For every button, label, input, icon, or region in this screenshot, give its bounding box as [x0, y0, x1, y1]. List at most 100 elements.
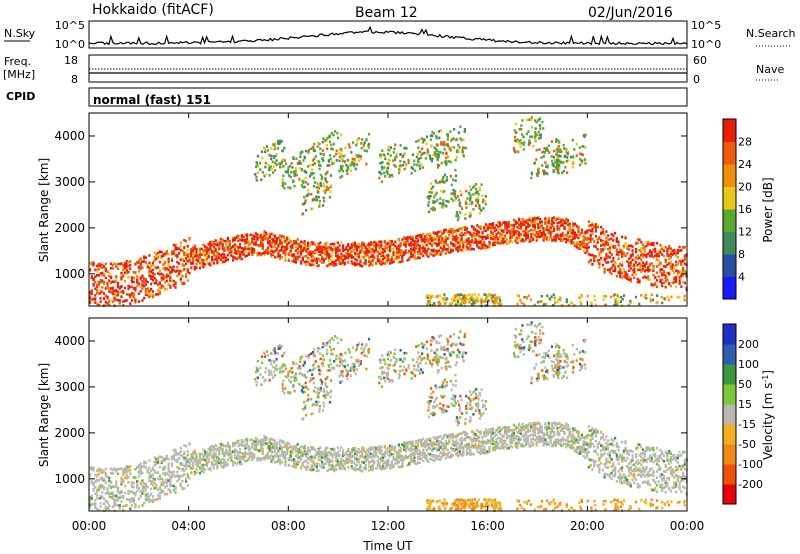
power-cell: [512, 218, 516, 222]
velocity-cell: [162, 482, 165, 486]
power-cell: [313, 149, 316, 152]
power-cell: [202, 260, 205, 264]
power-cell: [443, 228, 446, 232]
power-cell: [214, 243, 217, 246]
power-cell: [401, 163, 405, 167]
power-cell: [404, 249, 407, 253]
power-cell: [319, 152, 322, 156]
power-cell: [428, 300, 431, 304]
velocity-cell: [183, 456, 186, 460]
power-cell: [429, 247, 432, 251]
velocity-cell: [157, 477, 160, 480]
power-cell: [397, 250, 400, 254]
velocity-cell: [148, 494, 151, 498]
power-cell: [559, 239, 563, 242]
velocity-cell: [155, 484, 158, 487]
power-cell: [238, 255, 242, 259]
power-cell: [564, 150, 567, 153]
power-cell: [237, 248, 240, 251]
power-cell: [664, 260, 667, 264]
power-cell: [270, 244, 273, 248]
power-cell: [607, 242, 610, 245]
power-cell: [521, 220, 524, 224]
velocity-cell: [134, 505, 137, 509]
velocity-cell: [181, 474, 184, 478]
power-cell: [230, 246, 233, 250]
power-cell: [307, 260, 310, 264]
power-cell: [661, 284, 664, 288]
power-cell: [661, 253, 664, 256]
power-cell: [622, 275, 625, 278]
power-cell: [455, 156, 458, 159]
power-cell: [172, 243, 175, 247]
power-cell: [552, 225, 556, 229]
power-cell: [484, 293, 487, 297]
power-cell: [139, 289, 142, 293]
power-cell: [434, 253, 437, 256]
power-cell: [433, 195, 436, 199]
power-cell: [342, 154, 345, 158]
velocity-cell: [202, 466, 205, 470]
power-cell: [301, 150, 304, 154]
velocity-cell: [113, 494, 116, 498]
velocity-cell: [92, 482, 95, 486]
power-cell: [481, 239, 484, 242]
power-cell: [350, 151, 353, 154]
power-cell: [183, 259, 186, 263]
power-cell: [532, 232, 535, 236]
power-cell: [548, 151, 551, 154]
velocity-cell: [205, 464, 209, 468]
power-cell: [350, 256, 353, 260]
power-cell: [609, 295, 613, 299]
power-cell: [640, 265, 643, 269]
velocity-cell: [125, 475, 128, 479]
power-cell: [474, 204, 478, 208]
power-cell: [254, 165, 258, 168]
power-cell: [277, 242, 280, 245]
power-cell: [543, 172, 546, 176]
velocity-cell: [101, 491, 104, 494]
power-cell: [200, 264, 203, 267]
power-cell: [244, 233, 247, 237]
power-cell: [95, 274, 99, 277]
power-cell: [242, 251, 245, 255]
power-cell: [321, 140, 324, 144]
power-cell: [230, 254, 233, 257]
power-cell: [273, 234, 277, 238]
power-cell: [387, 241, 390, 245]
velocity-cell: [104, 492, 107, 495]
power-cell: [139, 285, 142, 289]
power-cell: [219, 253, 223, 257]
power-cell: [364, 245, 367, 249]
power-cell: [666, 263, 669, 266]
power-cell: [408, 236, 411, 239]
power-cell: [434, 153, 437, 157]
power-cell: [435, 149, 439, 152]
velocity-cell: [162, 466, 165, 470]
power-cell: [204, 258, 207, 262]
power-cell: [607, 247, 610, 251]
power-cell: [338, 255, 341, 259]
cpid-program: normal (fast) 151: [93, 93, 211, 107]
power-cell: [330, 184, 333, 187]
power-cell: [667, 298, 670, 302]
power-cell: [580, 228, 584, 232]
power-cell: [284, 170, 287, 174]
power-cell: [153, 266, 156, 269]
power-cell: [446, 297, 449, 300]
power-cell: [357, 159, 360, 162]
power-cell: [634, 260, 638, 264]
power-cell: [488, 234, 491, 238]
power-cell: [97, 280, 100, 284]
power-cell: [568, 226, 571, 229]
power-cell: [556, 225, 559, 228]
power-cell: [113, 294, 116, 298]
power-cell: [490, 228, 493, 232]
velocity-cell: [151, 480, 154, 483]
power-cell: [340, 262, 343, 265]
power-cell: [324, 179, 327, 183]
power-cell: [598, 254, 601, 257]
power-cell: [376, 254, 379, 258]
power-cell: [214, 249, 217, 253]
power-cell: [141, 287, 144, 290]
